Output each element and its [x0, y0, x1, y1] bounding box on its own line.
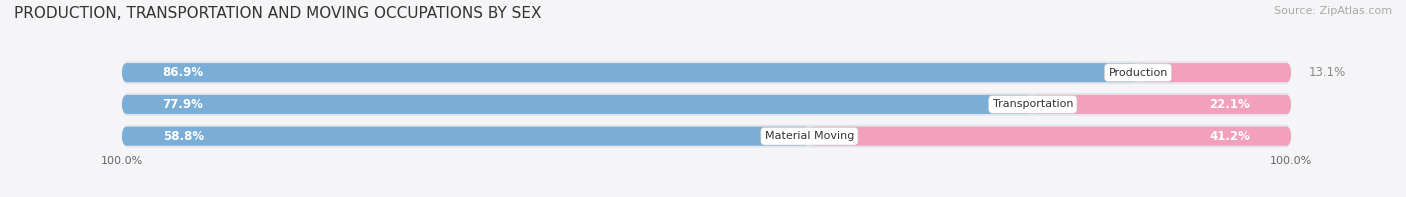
Text: Source: ZipAtlas.com: Source: ZipAtlas.com: [1274, 6, 1392, 16]
Text: 58.8%: 58.8%: [163, 130, 204, 143]
FancyBboxPatch shape: [1033, 95, 1291, 114]
Text: 22.1%: 22.1%: [1209, 98, 1250, 111]
Text: 13.1%: 13.1%: [1309, 66, 1346, 79]
Text: Material Moving: Material Moving: [765, 131, 853, 141]
Text: 77.9%: 77.9%: [163, 98, 204, 111]
FancyBboxPatch shape: [122, 63, 1137, 82]
Text: Transportation: Transportation: [993, 99, 1073, 109]
FancyBboxPatch shape: [122, 125, 1291, 148]
FancyBboxPatch shape: [122, 61, 1291, 84]
FancyBboxPatch shape: [1137, 63, 1291, 82]
Text: 41.2%: 41.2%: [1209, 130, 1250, 143]
Text: Production: Production: [1108, 68, 1168, 78]
FancyBboxPatch shape: [122, 93, 1291, 116]
FancyBboxPatch shape: [810, 127, 1291, 146]
Text: PRODUCTION, TRANSPORTATION AND MOVING OCCUPATIONS BY SEX: PRODUCTION, TRANSPORTATION AND MOVING OC…: [14, 6, 541, 21]
FancyBboxPatch shape: [122, 127, 810, 146]
Text: 86.9%: 86.9%: [163, 66, 204, 79]
FancyBboxPatch shape: [122, 95, 1033, 114]
